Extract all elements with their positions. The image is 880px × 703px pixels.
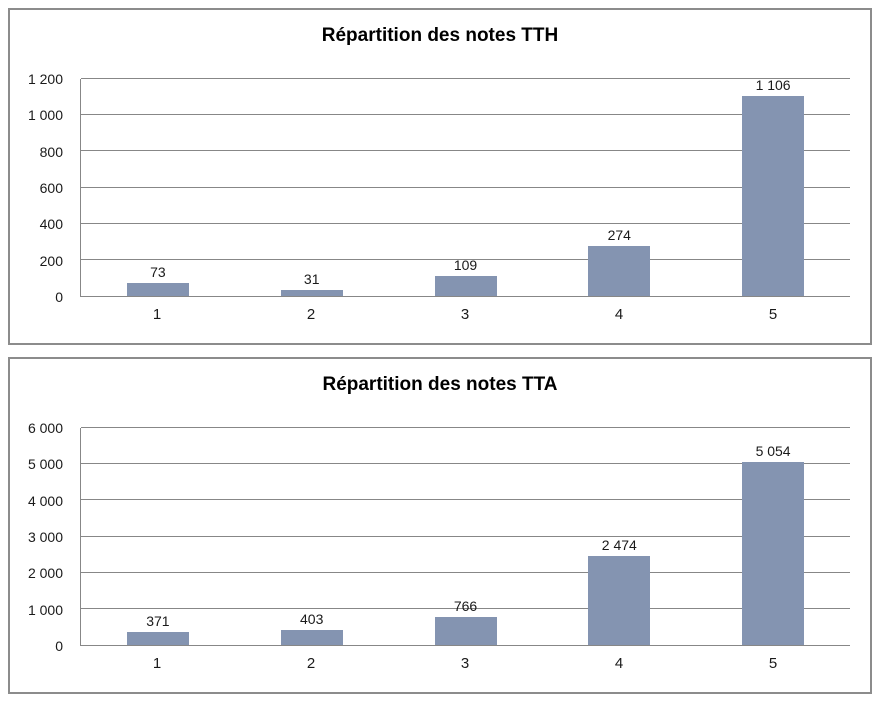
y-tick-label: 1 200 xyxy=(27,71,63,87)
gridline xyxy=(81,607,850,609)
y-axis-labels: 0 1 000 2 000 3 000 4 000 5 000 6 000 xyxy=(16,420,63,654)
chart-panel-tth: Répartition des notes TTH 0 200 400 600 800 1… xyxy=(8,8,872,345)
data-label: 31 xyxy=(303,271,320,288)
bar-category-5 xyxy=(742,462,805,645)
gridline xyxy=(81,571,850,573)
bar-category-1 xyxy=(126,631,189,645)
x-category-label: 4 xyxy=(614,655,624,672)
y-tick-label: 5 000 xyxy=(27,456,63,473)
x-category-label: 2 xyxy=(306,306,316,323)
bar-category-3 xyxy=(434,276,497,296)
data-label: 1 106 xyxy=(755,77,791,93)
gridline xyxy=(81,222,850,224)
gridline xyxy=(81,258,850,260)
y-tick-label: 4 000 xyxy=(27,492,63,509)
chart-title: Répartition des notes TTH xyxy=(321,25,559,46)
chart-panel-tta: Répartition des notes TTA 0 1 000 2 000 3 0… xyxy=(8,357,872,694)
bar-category-1 xyxy=(126,282,189,296)
bar-category-4 xyxy=(588,555,651,645)
x-category-label: 4 xyxy=(614,306,624,323)
x-category-label: 5 xyxy=(768,306,778,323)
x-category-label: 5 xyxy=(768,655,778,672)
data-label: 403 xyxy=(300,611,324,628)
y-tick-label: 0 xyxy=(55,638,63,654)
chart-title: Répartition des notes TTA xyxy=(322,374,558,395)
data-label: 766 xyxy=(453,598,478,615)
x-axis-labels: 1 2 3 4 5 xyxy=(80,305,850,325)
bar-category-2 xyxy=(280,630,343,645)
gridline xyxy=(81,535,850,537)
y-tick-label: 1 000 xyxy=(27,601,63,618)
gridline xyxy=(81,114,850,116)
y-tick-label: 200 xyxy=(39,252,63,269)
y-axis-labels: 0 200 400 600 800 1 000 1 200 xyxy=(16,71,63,305)
gridline xyxy=(81,78,850,79)
bar-category-4 xyxy=(588,246,651,296)
bar-category-2 xyxy=(280,290,343,296)
data-label: 73 xyxy=(150,263,166,280)
gridline xyxy=(81,186,850,188)
x-category-label: 2 xyxy=(306,655,316,672)
data-label: 371 xyxy=(146,612,170,629)
data-label: 274 xyxy=(607,227,631,244)
y-tick-label: 3 000 xyxy=(27,529,63,545)
x-category-label: 3 xyxy=(460,306,470,323)
y-tick-label: 6 000 xyxy=(27,420,63,436)
x-category-label: 1 xyxy=(152,655,162,672)
data-label: 2 474 xyxy=(601,536,637,553)
y-tick-label: 1 000 xyxy=(27,107,63,124)
x-category-label: 3 xyxy=(460,655,470,672)
gridline xyxy=(81,463,850,465)
data-label: 5 054 xyxy=(755,443,791,460)
data-label: 109 xyxy=(453,257,478,274)
plot-area: 371 403 766 2 474 5 054 xyxy=(80,427,850,646)
x-axis-labels: 1 2 3 4 5 xyxy=(80,654,850,674)
x-category-label: 1 xyxy=(152,306,162,323)
y-tick-label: 600 xyxy=(39,180,63,196)
y-tick-label: 800 xyxy=(39,143,63,160)
gridline xyxy=(81,150,850,152)
y-tick-label: 2 000 xyxy=(27,565,63,582)
plot-area: 73 31 109 274 1 106 xyxy=(80,77,850,297)
gridline xyxy=(81,427,850,428)
bar-category-5 xyxy=(742,96,805,296)
y-tick-label: 400 xyxy=(39,216,63,233)
y-tick-label: 0 xyxy=(55,289,63,305)
gridline xyxy=(81,499,850,501)
bar-category-3 xyxy=(434,617,497,645)
